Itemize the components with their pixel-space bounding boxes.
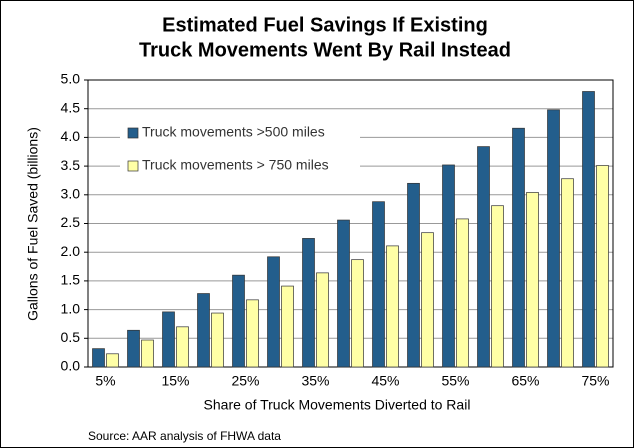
bar xyxy=(162,311,175,368)
legend-swatch xyxy=(127,160,139,172)
bar xyxy=(442,164,455,368)
x-tick-label: 25% xyxy=(231,373,259,389)
bar xyxy=(92,348,105,368)
bar xyxy=(386,245,399,368)
y-tick-label: 1.0 xyxy=(61,300,81,316)
chart-title: Truck Movements Went By Rail Instead xyxy=(139,39,511,61)
x-tick-label: 65% xyxy=(511,373,539,389)
legend-swatch xyxy=(127,127,139,139)
bar xyxy=(547,109,560,368)
bar xyxy=(246,299,259,368)
bar xyxy=(316,272,329,368)
chart-title: Estimated Fuel Savings If Existing xyxy=(162,14,488,36)
x-tick-label: 75% xyxy=(581,373,609,389)
bar xyxy=(351,259,364,368)
y-tick-label: 1.5 xyxy=(61,272,81,288)
y-tick-label: 3.5 xyxy=(61,157,81,173)
legend-box xyxy=(120,121,360,179)
bar xyxy=(477,146,490,368)
bar xyxy=(596,165,609,368)
y-tick-label: 2.5 xyxy=(61,214,81,230)
bar xyxy=(512,127,525,368)
bar xyxy=(407,182,420,368)
bar xyxy=(421,232,434,368)
bar xyxy=(582,91,595,368)
bar xyxy=(106,353,119,368)
bar xyxy=(302,238,315,368)
bar xyxy=(491,205,504,368)
x-tick-label: 35% xyxy=(301,373,329,389)
bar xyxy=(337,219,350,368)
bar xyxy=(267,256,280,368)
bar xyxy=(561,178,574,368)
x-tick-label: 5% xyxy=(95,373,115,389)
y-tick-label: 0.5 xyxy=(61,329,81,345)
x-axis-title: Share of Truck Movements Diverted to Rai… xyxy=(204,397,471,413)
y-tick-label: 3.0 xyxy=(61,186,81,202)
bar xyxy=(197,293,210,368)
bar xyxy=(526,192,539,368)
legend-label: Truck movements >500 miles xyxy=(142,124,325,140)
y-axis-title: Gallons of Fuel Saved (billions) xyxy=(25,127,41,321)
bar xyxy=(141,339,154,368)
bar xyxy=(211,312,224,368)
source-note: Source: AAR analysis of FHWA data xyxy=(88,429,281,443)
y-tick-label: 4.0 xyxy=(61,128,81,144)
y-tick-label: 5.0 xyxy=(61,71,81,87)
legend-label: Truck movements > 750 miles xyxy=(142,157,329,173)
bar xyxy=(176,326,189,368)
y-tick-label: 4.5 xyxy=(61,99,81,115)
y-tick-label: 2.0 xyxy=(61,243,81,259)
plot-border xyxy=(87,79,614,368)
x-tick-label: 55% xyxy=(441,373,469,389)
x-tick-label: 45% xyxy=(371,373,399,389)
bar xyxy=(456,218,469,368)
x-tick-label: 15% xyxy=(161,373,189,389)
bar xyxy=(372,201,385,368)
y-tick-label: 0.0 xyxy=(61,358,81,374)
bar xyxy=(127,329,140,368)
bar xyxy=(232,274,245,368)
bar xyxy=(281,285,294,368)
